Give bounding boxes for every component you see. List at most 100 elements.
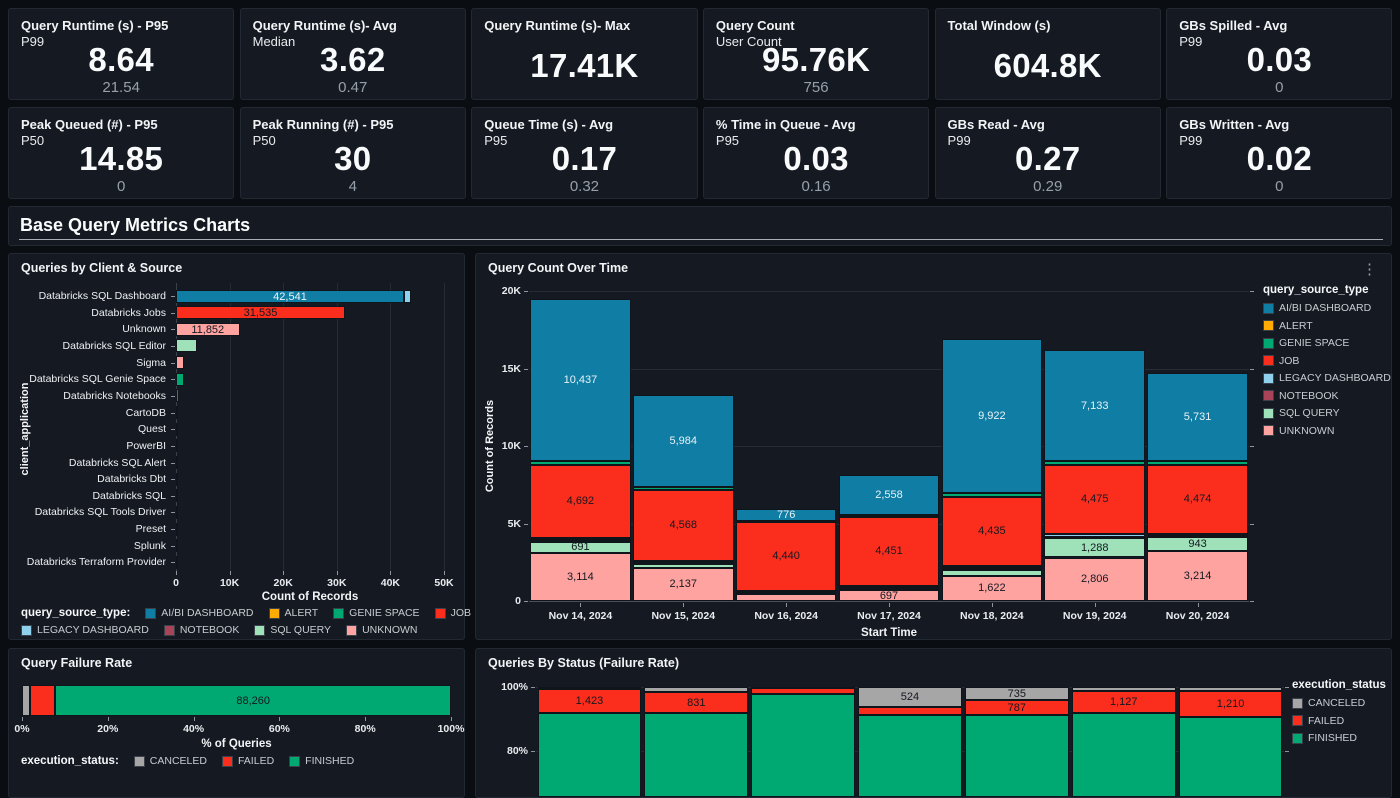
bar-segment[interactable]: 7,133 <box>1044 350 1145 461</box>
legend-item[interactable]: ALERT <box>268 607 318 619</box>
bar-segment[interactable] <box>633 562 734 565</box>
bar-segment[interactable]: 1,210 <box>1178 691 1283 718</box>
bar-segment[interactable] <box>176 406 178 420</box>
legend-item[interactable]: LEGACY DASHBOARD <box>1263 372 1391 384</box>
bar-segment[interactable]: 5,984 <box>633 394 734 488</box>
bar-segment[interactable] <box>838 585 940 589</box>
bar-segment[interactable] <box>1071 687 1176 691</box>
bar-segment[interactable] <box>530 537 631 541</box>
bar-segment[interactable]: 1,288 <box>1044 537 1145 558</box>
bar-segment[interactable]: 4,435 <box>941 496 1043 566</box>
bar-segment[interactable] <box>176 505 178 519</box>
legend-item[interactable]: ALERT <box>1263 320 1391 332</box>
bar-segment[interactable] <box>22 685 30 716</box>
bar-segment[interactable] <box>404 289 411 303</box>
legend-item[interactable]: NOTEBOOK <box>163 624 239 636</box>
bar-segment[interactable]: 776 <box>735 508 837 521</box>
bar-segment[interactable] <box>941 569 1043 576</box>
bar-segment[interactable]: 691 <box>530 541 631 553</box>
legend-item[interactable]: GENIE SPACE <box>1263 337 1391 349</box>
bar-segment[interactable] <box>1071 712 1176 797</box>
bar-segment[interactable]: 4,474 <box>1147 464 1248 535</box>
bar-segment[interactable]: 943 <box>1147 536 1248 552</box>
bar-segment[interactable]: 697 <box>838 590 940 602</box>
bar-segment[interactable] <box>176 339 197 353</box>
bar-segment[interactable] <box>176 356 185 370</box>
bar-segment[interactable] <box>1044 536 1145 539</box>
bar-segment[interactable]: 2,806 <box>1044 557 1145 601</box>
legend-item[interactable]: JOB <box>1263 355 1391 367</box>
bar-segment[interactable]: 787 <box>965 700 1069 716</box>
bar-segment[interactable] <box>838 515 940 518</box>
legend-item[interactable]: AI/BI DASHBOARD <box>145 607 254 619</box>
bar-segment[interactable]: 1,127 <box>1071 690 1176 713</box>
bar-segment[interactable] <box>1147 534 1248 537</box>
bar-segment[interactable] <box>176 522 178 536</box>
bar-segment[interactable]: 42,541 <box>176 289 405 303</box>
bar-segment[interactable] <box>29 685 56 716</box>
legend-item[interactable]: FINISHED <box>289 755 354 767</box>
bar-segment[interactable] <box>530 460 631 466</box>
bar-segment[interactable] <box>1178 717 1283 797</box>
legend-item[interactable]: UNKNOWN <box>1263 425 1391 437</box>
bar-segment[interactable] <box>1178 687 1283 692</box>
bar-segment[interactable] <box>941 568 1043 571</box>
bar-segment[interactable]: 3,114 <box>530 552 631 601</box>
legend-item[interactable]: SQL QUERY <box>1263 407 1391 419</box>
kebab-menu-icon[interactable]: ⋮ <box>1362 261 1377 278</box>
bar-segment[interactable] <box>941 492 1043 497</box>
legend-item[interactable]: LEGACY DASHBOARD <box>21 624 149 636</box>
bar-segment[interactable] <box>176 389 179 403</box>
bar-segment[interactable]: 31,535 <box>176 306 346 320</box>
bar-segment[interactable] <box>858 707 962 716</box>
legend-item[interactable]: SQL QUERY <box>254 624 331 636</box>
bar-segment[interactable] <box>644 712 749 797</box>
bar-segment[interactable] <box>735 594 837 601</box>
legend-item[interactable]: AI/BI DASHBOARD <box>1263 302 1391 314</box>
legend-item[interactable]: FAILED <box>221 755 274 767</box>
bar-segment[interactable] <box>537 712 642 797</box>
bar-segment[interactable] <box>176 456 178 469</box>
bar-segment[interactable] <box>176 439 178 453</box>
bar-segment[interactable] <box>176 472 178 486</box>
legend-item[interactable]: FINISHED <box>1292 732 1386 744</box>
bar-segment[interactable]: 4,475 <box>1044 464 1145 534</box>
bar-segment[interactable] <box>735 590 837 593</box>
bar-segment[interactable] <box>537 687 642 690</box>
bar-segment[interactable]: 4,692 <box>530 465 631 538</box>
bar-segment[interactable] <box>751 694 855 797</box>
bar-segment[interactable] <box>941 565 1043 569</box>
bar-segment[interactable]: 2,137 <box>633 567 734 601</box>
bar-segment[interactable]: 5,731 <box>1147 372 1248 462</box>
bar-segment[interactable]: 4,440 <box>735 521 837 591</box>
bar-segment[interactable]: 1,423 <box>537 689 642 713</box>
bar-segment[interactable]: 3,214 <box>1147 551 1248 601</box>
legend-item[interactable]: FAILED <box>1292 715 1386 727</box>
bar-segment[interactable]: 735 <box>965 687 1069 701</box>
bar-segment[interactable]: 10,437 <box>530 298 631 461</box>
bar-segment[interactable]: 1,622 <box>941 575 1043 601</box>
bar-segment[interactable]: 4,568 <box>633 489 734 561</box>
bar-segment[interactable] <box>530 540 631 543</box>
bar-segment[interactable] <box>176 422 178 436</box>
bar-segment[interactable] <box>1147 461 1248 465</box>
bar-segment[interactable] <box>633 560 734 563</box>
legend-item[interactable]: CANCELED <box>1292 697 1386 709</box>
bar-segment[interactable]: 4,451 <box>838 516 940 586</box>
legend-item[interactable]: UNKNOWN <box>346 624 417 636</box>
bar-segment[interactable] <box>633 487 734 490</box>
legend-item[interactable]: NOTEBOOK <box>1263 390 1391 402</box>
bar-segment[interactable]: 831 <box>644 692 749 713</box>
bar-segment[interactable] <box>176 489 178 503</box>
bar-segment[interactable] <box>735 520 837 523</box>
legend-item[interactable]: CANCELED <box>133 755 207 767</box>
bar-segment[interactable] <box>176 539 178 553</box>
bar-segment[interactable] <box>751 688 855 695</box>
bar-segment[interactable] <box>1044 533 1145 537</box>
bar-segment[interactable] <box>176 372 184 386</box>
bar-segment[interactable] <box>858 715 962 797</box>
bar-segment[interactable]: 524 <box>858 687 962 708</box>
bar-segment[interactable]: 9,922 <box>941 338 1043 493</box>
bar-segment[interactable] <box>176 555 178 569</box>
legend-item[interactable]: GENIE SPACE <box>333 607 420 619</box>
